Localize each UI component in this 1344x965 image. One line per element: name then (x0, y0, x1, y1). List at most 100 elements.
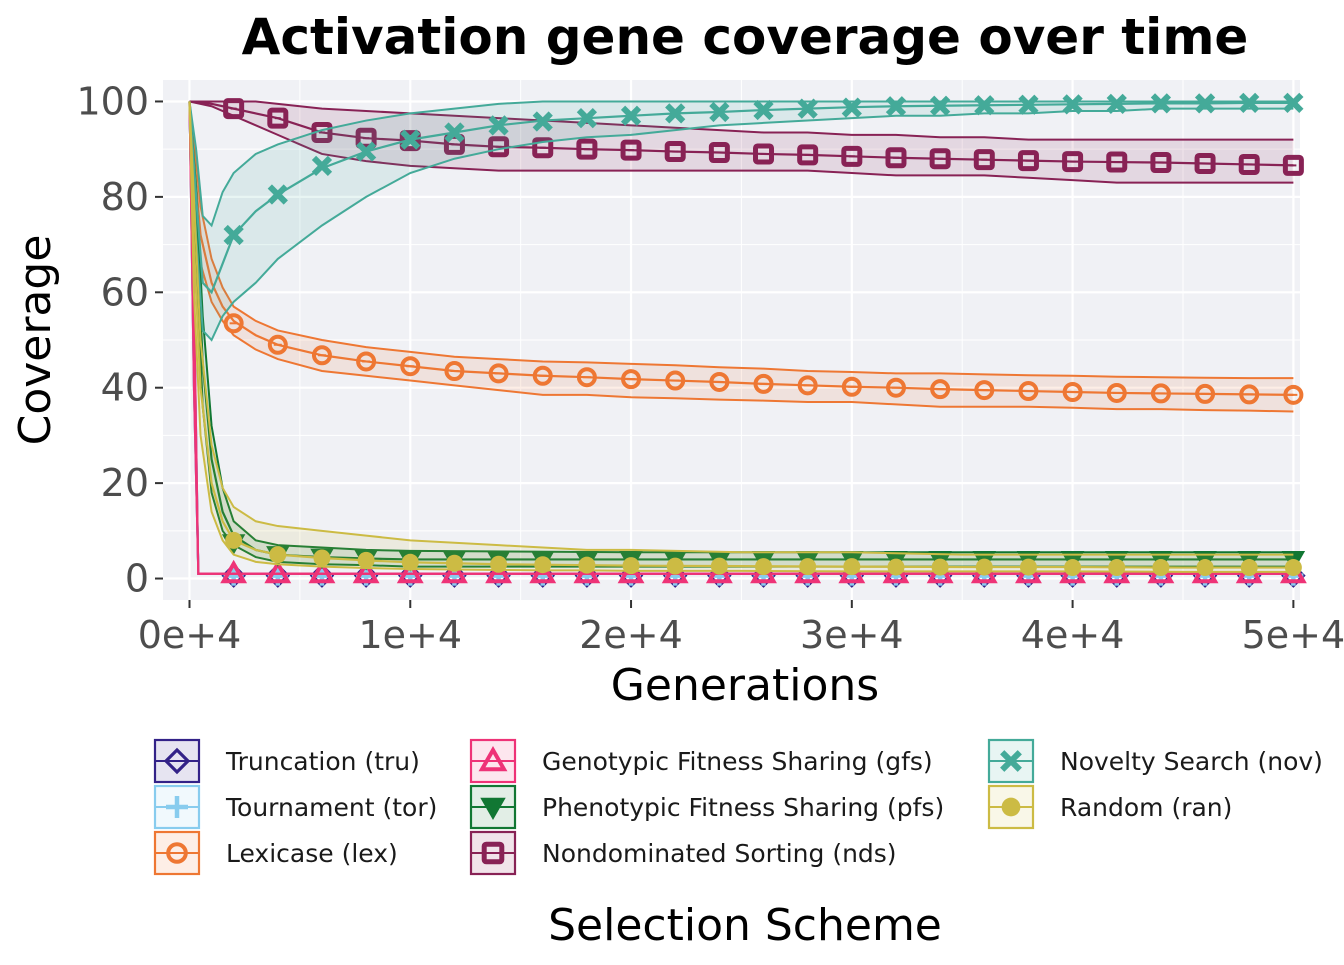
data-point-gfs (352, 559, 380, 584)
data-point-nov (444, 122, 465, 143)
x-tick-label: 2e+4 (579, 613, 683, 657)
data-point-nds (885, 147, 907, 169)
data-point-nov (400, 129, 421, 150)
ci-band-lex (189, 101, 1294, 412)
data-point-ran (1108, 559, 1126, 577)
y-tick-label: 60 (101, 270, 149, 314)
x-tick-label: 5e+4 (1242, 613, 1344, 657)
data-point-ran (666, 557, 684, 575)
data-point-lex (797, 375, 818, 396)
data-point-nds (797, 144, 819, 166)
data-point-nov (1194, 93, 1216, 114)
series-nds (189, 98, 1304, 184)
data-point-ran (622, 557, 640, 575)
data-point-nds (1062, 151, 1084, 173)
data-point-lex (1195, 383, 1216, 404)
data-point-nov (1062, 94, 1083, 115)
data-point-gfs (308, 559, 336, 584)
data-point-lex (576, 367, 597, 388)
data-point-lex (1283, 384, 1304, 405)
legend-marker-tor (166, 796, 188, 818)
ci-band-nds (189, 101, 1294, 183)
legend-item-lex: Lexicase (lex) (153, 830, 398, 876)
legend-label-pfs: Phenotypic Fitness Sharing (pfs) (542, 793, 944, 822)
data-point-nds (488, 136, 510, 158)
data-point-nov (1106, 93, 1127, 114)
data-point-lex (400, 356, 421, 377)
data-point-ran (1196, 559, 1214, 577)
data-point-lex (1106, 382, 1127, 403)
data-point-nds (355, 127, 377, 149)
data-point-lex (356, 351, 377, 372)
data-point-nds (576, 138, 598, 160)
data-point-ran (799, 558, 817, 576)
data-point-nov (223, 224, 244, 246)
data-point-nds (1194, 152, 1216, 174)
data-point-nov (974, 95, 995, 116)
series-nov (188, 92, 1304, 342)
data-point-nov (355, 141, 377, 162)
data-point-ran (357, 551, 375, 569)
data-point-nds (223, 98, 245, 120)
ci-upper-line-nds (189, 100, 1294, 141)
data-point-ran (1240, 559, 1258, 577)
data-point-nov (532, 111, 553, 132)
data-point-nds (973, 149, 995, 171)
data-point-nds (841, 145, 863, 167)
legend-title: Selection Scheme (548, 900, 942, 951)
data-point-nds (267, 107, 289, 129)
data-point-ran (1064, 559, 1082, 577)
data-point-nov (753, 99, 774, 121)
y-tick-label: 20 (101, 461, 149, 505)
data-point-ran (490, 555, 508, 573)
data-point-ran (578, 556, 596, 574)
data-point-ran (1284, 559, 1302, 577)
legend-item-gfs: Genotypic Fitness Sharing (gfs) (469, 738, 933, 784)
series-lex (188, 101, 1304, 413)
data-point-nds (664, 141, 686, 163)
data-point-nov (1283, 92, 1304, 114)
data-point-ran (445, 554, 463, 572)
data-point-nov (665, 103, 686, 124)
data-point-lex (841, 376, 862, 397)
data-point-lex (267, 334, 288, 355)
legend-marker-tru (163, 747, 191, 775)
mean-line-ran (188, 101, 1294, 569)
ci-lower-line-ran (188, 101, 1294, 573)
data-point-lex (709, 371, 730, 392)
data-point-ran (401, 553, 419, 571)
data-point-nds (1017, 150, 1039, 172)
data-point-ran (975, 558, 993, 576)
chart-title: Activation gene coverage over time (242, 8, 1249, 66)
data-point-ran (534, 556, 552, 574)
series-ran (188, 101, 1302, 577)
data-point-ran (843, 558, 861, 576)
data-point-ran (1019, 558, 1037, 576)
data-point-nds (1238, 153, 1260, 175)
data-point-nds (929, 148, 951, 170)
legend-item-pfs: Phenotypic Fitness Sharing (pfs) (469, 784, 944, 830)
x-axis-title: Generations (611, 660, 879, 711)
data-point-ran (269, 546, 287, 564)
legend-marker-nov (1000, 750, 1022, 772)
data-point-nov (930, 95, 951, 116)
x-tick-label: 3e+4 (800, 613, 904, 657)
data-point-gfs (529, 559, 557, 584)
data-point-gfs (264, 559, 292, 584)
y-tick-label: 80 (101, 175, 149, 219)
legend-marker-gfs (478, 745, 508, 772)
legend-item-ran: Random (ran) (987, 784, 1232, 830)
y-tick-label: 100 (76, 79, 149, 123)
legend: Truncation (tru) Tournament (tor) Lexicase… (153, 738, 1323, 876)
data-point-lex (1018, 381, 1039, 402)
data-point-ran (1152, 559, 1170, 577)
legend-item-tor: Tournament (tor) (153, 784, 437, 830)
data-point-gfs (573, 559, 601, 584)
ci-upper-line-lex (188, 101, 1294, 380)
ci-upper-line-ran (188, 101, 1294, 556)
data-point-nds (1150, 152, 1172, 174)
data-point-lex (753, 373, 774, 394)
legend-marker-ran (1001, 797, 1021, 817)
ci-lower-line-lex (188, 101, 1294, 413)
